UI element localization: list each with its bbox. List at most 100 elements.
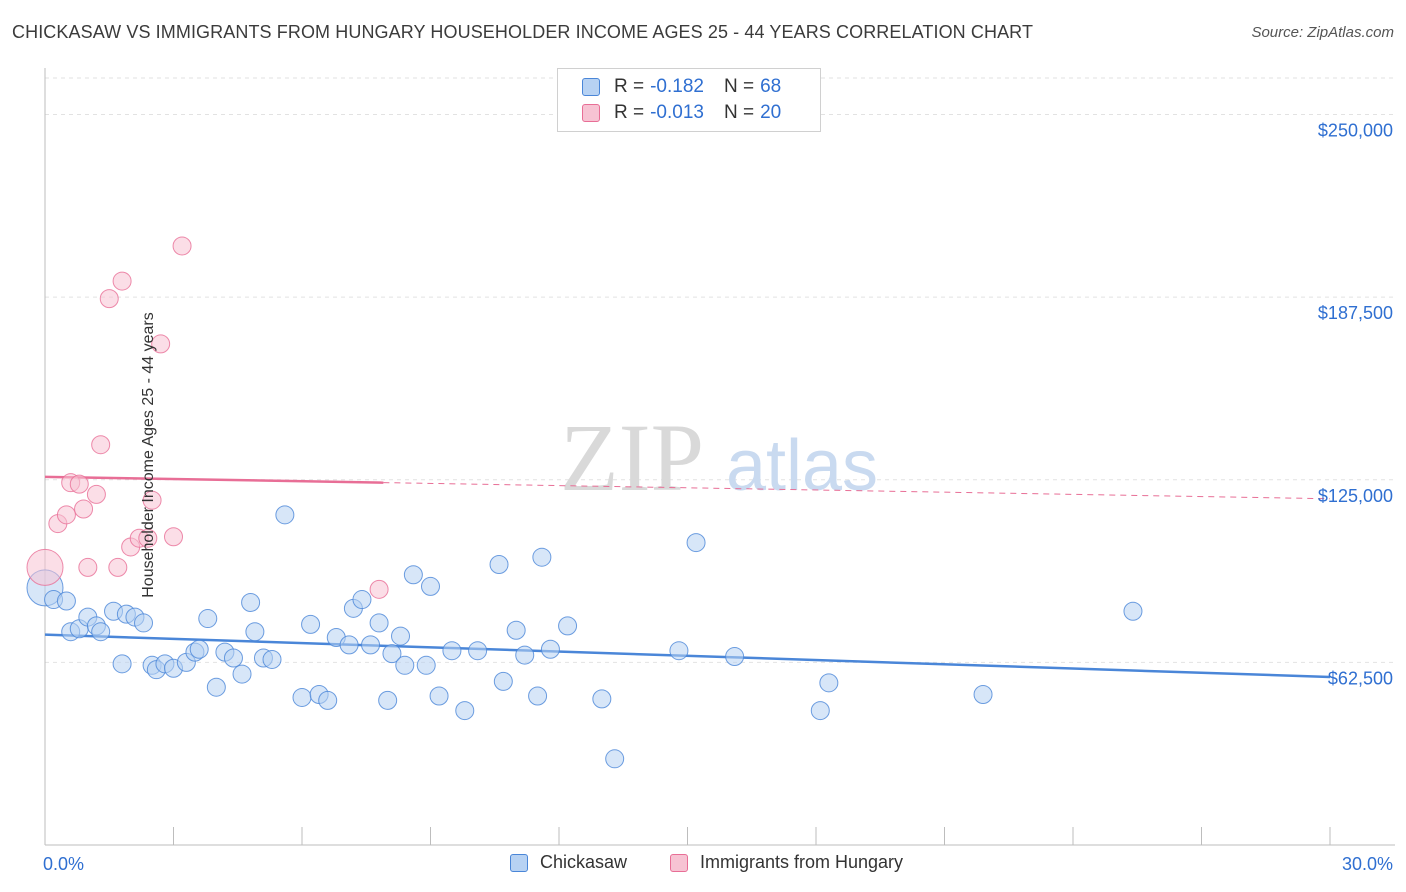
bottom-legend-chickasaw: Chickasaw [510,852,627,873]
point-chickasaw [725,647,745,667]
trend-line-solid [44,633,1331,679]
point-hungary [172,236,192,256]
point-chickasaw [605,749,625,769]
point-chickasaw [532,547,552,567]
point-chickasaw [112,654,132,674]
point-chickasaw [515,645,535,665]
legend-swatch-blue [510,853,528,872]
chart-title: CHICKASAW VS IMMIGRANTS FROM HUNGARY HOU… [12,22,1034,42]
point-chickasaw [421,576,440,596]
point-chickasaw [455,701,475,721]
point-chickasaw [1123,601,1143,621]
point-chickasaw [819,673,839,693]
point-hungary [142,490,162,510]
data-points [26,236,1143,769]
point-chickasaw [973,685,993,705]
legend-label-chickasaw: Chickasaw [540,852,628,872]
legend-swatch-pink [582,104,600,122]
point-chickasaw [378,690,398,710]
y-tick-label: $250,000 [1318,121,1393,141]
watermark: ZIP atlas [560,404,878,511]
trend-lines [44,475,1331,679]
x-tick-label: 30.0% [1342,854,1393,874]
point-chickasaw [528,686,548,706]
point-chickasaw [56,591,76,611]
x-tick-label: 0.0% [43,854,84,874]
point-chickasaw [352,590,372,610]
point-hungary [26,548,64,586]
point-hungary [108,557,128,577]
point-chickasaw [245,622,265,642]
point-hungary [74,499,94,519]
point-chickasaw [369,613,389,633]
gridlines [45,77,1395,663]
point-hungary [99,289,119,309]
point-chickasaw [669,641,689,661]
point-hungary [369,579,389,599]
point-chickasaw [506,620,526,640]
point-chickasaw [416,655,436,675]
point-chickasaw [275,505,295,525]
y-tick-label: $187,500 [1318,303,1393,323]
point-hungary [91,435,111,455]
y-axis-label: Householder Income Ages 25 - 44 years [139,312,157,598]
point-chickasaw [429,686,449,706]
point-chickasaw [301,614,321,634]
legend-n-value: 20 [760,102,782,123]
point-chickasaw [442,641,462,661]
chart-source: Source: ZipAtlas.com [1251,24,1394,41]
legend-r-label: R = [614,102,645,123]
point-chickasaw [189,639,209,659]
point-chickasaw [339,635,359,655]
axes [44,68,1395,846]
point-hungary [78,557,98,577]
legend-swatch-blue [582,78,600,96]
point-hungary [151,334,171,354]
point-chickasaw [395,655,415,675]
legend-r-label: R = [614,76,645,97]
point-hungary [164,527,183,547]
point-chickasaw [540,639,560,659]
point-chickasaw [206,677,226,697]
point-chickasaw [558,616,578,636]
watermark-atlas: atlas [726,426,878,506]
point-chickasaw [91,622,111,642]
trend-line-solid [44,475,384,484]
point-chickasaw [382,644,402,664]
point-chickasaw [403,565,423,585]
point-hungary [138,528,158,548]
point-chickasaw [262,649,282,669]
correlation-legend: R = -0.182 N = 68 R = -0.013 N = 20 [557,68,821,132]
legend-label-hungary: Immigrants from Hungary [700,852,904,872]
point-chickasaw [134,613,154,633]
legend-swatch-pink [670,853,688,872]
point-hungary [56,505,76,525]
trend-line-dashed [383,482,1331,500]
point-chickasaw [686,533,706,553]
legend-r-value: -0.182 [650,76,704,97]
y-tick-label: $125,000 [1318,486,1393,506]
point-hungary [69,474,89,494]
legend-n-value: 68 [760,76,782,97]
legend-r-value: -0.013 [650,102,704,123]
point-chickasaw [592,689,612,709]
point-chickasaw [318,690,338,710]
point-chickasaw [232,664,252,684]
point-chickasaw [292,687,312,707]
point-chickasaw [468,641,488,661]
tick-labels: $62,500 $125,000 $187,500 $250,000 0.0% 30.0% [43,121,1393,874]
point-hungary [112,271,132,291]
bottom-legend-hungary: Immigrants from Hungary [670,852,903,873]
point-chickasaw [198,609,218,629]
legend-n-label: N = [723,102,755,123]
watermark-zip: ZIP [560,404,704,511]
legend-row-chickasaw: R = -0.182 N = 68 [582,75,781,99]
point-chickasaw [391,626,411,646]
point-chickasaw [489,554,509,574]
point-chickasaw [493,671,513,691]
point-chickasaw [223,648,243,668]
point-chickasaw [361,635,381,655]
y-tick-label: $62,500 [1328,668,1393,688]
point-hungary [86,484,106,504]
